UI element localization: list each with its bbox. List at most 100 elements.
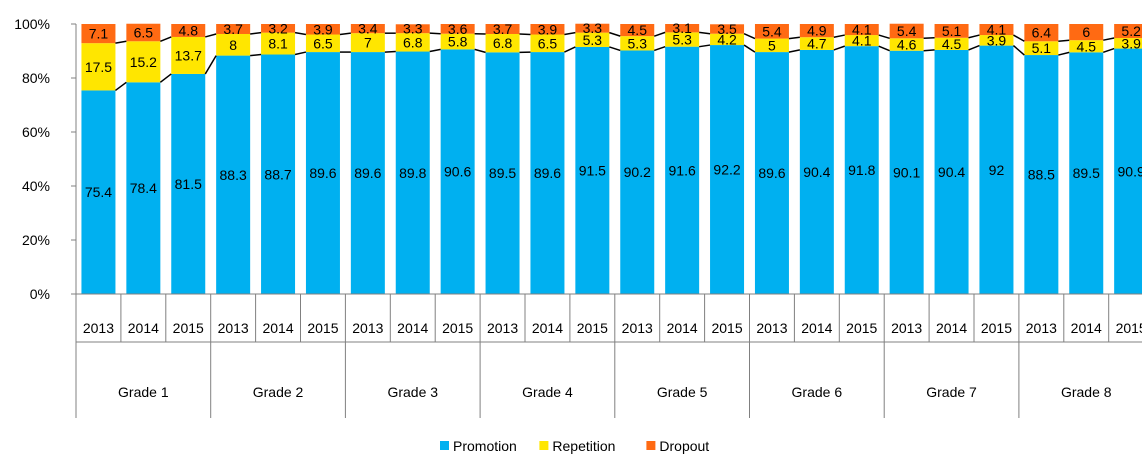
series-connector [160,36,172,42]
bar-promotion [530,52,565,294]
year-label: 2014 [532,320,563,336]
series-connector [654,45,666,52]
y-tick-label: 20% [22,232,50,248]
data-label-repetition: 5.8 [448,34,468,50]
bar-dropout [440,24,475,34]
bar-promotion [620,50,655,295]
bar-promotion [305,52,340,294]
legend-label-dropout: Dropout [659,438,709,454]
legend: Promotion Repetition Dropout [440,438,709,454]
year-label: 2015 [173,320,204,336]
data-label-promotion: 90.4 [803,164,830,180]
data-label-promotion: 90.4 [938,164,965,180]
series-connector [1012,45,1025,56]
series-connector [609,31,621,37]
series-connector [1103,37,1115,41]
data-label-repetition: 6.8 [403,34,423,50]
bar-promotion [665,46,700,295]
year-label: 2013 [1026,320,1057,336]
series-connector [1058,51,1070,56]
data-label-repetition: 7 [364,35,372,51]
data-label-repetition: 5.3 [628,35,648,51]
data-label-repetition: 15.2 [130,54,157,70]
series-connector [429,32,441,35]
data-label-dropout: 3.9 [313,21,333,37]
series-connector [564,46,576,53]
data-label-repetition: 17.5 [85,59,112,75]
series-connector [250,53,262,57]
bar-repetition [350,33,385,53]
bar-repetition [575,32,610,47]
y-tick-label: 0% [30,286,50,302]
bar-dropout [754,24,789,39]
series-connector [1058,39,1070,43]
data-label-repetition: 4.2 [717,31,737,47]
year-label: 2014 [801,320,832,336]
data-label-dropout: 4.5 [628,22,648,38]
data-label-dropout: 3.7 [493,21,513,37]
series-connector [294,51,307,56]
year-label: 2015 [981,320,1012,336]
legend-swatch-repetition [539,441,549,450]
data-label-repetition: 3.9 [987,32,1007,48]
data-label-repetition: 4.7 [807,36,827,52]
bar-dropout [889,23,924,39]
bar-repetition [171,36,206,74]
data-label-dropout: 3.9 [538,21,558,37]
bar-repetition [620,36,655,51]
data-label-dropout: 3.6 [448,21,468,37]
bar-promotion [126,82,161,294]
bar-promotion [440,49,475,294]
bar-repetition [216,33,251,56]
data-label-promotion: 91.5 [579,162,606,178]
bar-dropout [665,24,700,33]
data-label-dropout: 3.1 [672,20,692,36]
data-label-promotion: 90.6 [444,164,471,180]
data-label-dropout: 3.7 [223,21,243,37]
series-connector [384,50,396,53]
series-connector [564,31,576,36]
series-connector [788,36,800,40]
bar-dropout [1024,24,1059,42]
series-connector [519,33,531,36]
year-label: 2014 [128,320,159,336]
data-label-repetition: 6.5 [538,35,558,51]
series-connector [1103,47,1115,54]
data-label-promotion: 92.2 [713,162,740,178]
bar-dropout [530,24,565,35]
bars-layer [81,23,1142,295]
bar-dropout [710,24,745,34]
series-connector [833,34,845,38]
bar-promotion [395,51,430,294]
series-connector [250,31,262,35]
bar-promotion [1114,48,1142,294]
bar-dropout [261,24,296,33]
data-label-promotion: 88.3 [220,167,247,183]
data-label-dropout: 3.3 [403,21,423,37]
series-connector [205,33,217,38]
data-label-dropout: 3.5 [717,21,737,37]
bar-labels: 75.417.57.178.415.26.581.513.74.888.383.… [85,20,1142,200]
data-label-promotion: 92 [989,162,1005,178]
bar-repetition [665,32,700,47]
bar-promotion [889,50,924,295]
bar-promotion [844,46,879,294]
data-label-promotion: 89.6 [309,165,336,181]
year-label: 2013 [622,320,653,336]
bar-repetition [261,32,296,55]
series-connector [968,44,980,51]
grade-label: Grade 5 [657,384,708,400]
series-connector [923,49,935,52]
bar-dropout [485,24,520,34]
bar-repetition [934,37,969,50]
bar-repetition [844,35,879,47]
grade-label: Grade 2 [253,384,304,400]
y-tick-label: 60% [22,124,50,140]
bar-promotion [81,90,116,294]
series-connector [878,34,890,40]
bar-dropout [979,24,1014,36]
year-label: 2013 [891,320,922,336]
bar-repetition [710,33,745,46]
bar-promotion [979,45,1014,294]
